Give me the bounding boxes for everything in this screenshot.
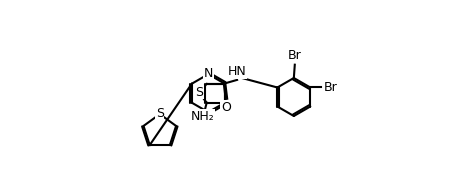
- Text: N: N: [204, 67, 213, 80]
- Text: NH₂: NH₂: [191, 109, 215, 123]
- Text: Br: Br: [288, 49, 302, 62]
- Text: O: O: [221, 101, 231, 114]
- Text: S: S: [195, 86, 204, 99]
- Text: Br: Br: [323, 81, 337, 94]
- Text: S: S: [156, 107, 164, 120]
- Text: HN: HN: [228, 65, 247, 78]
